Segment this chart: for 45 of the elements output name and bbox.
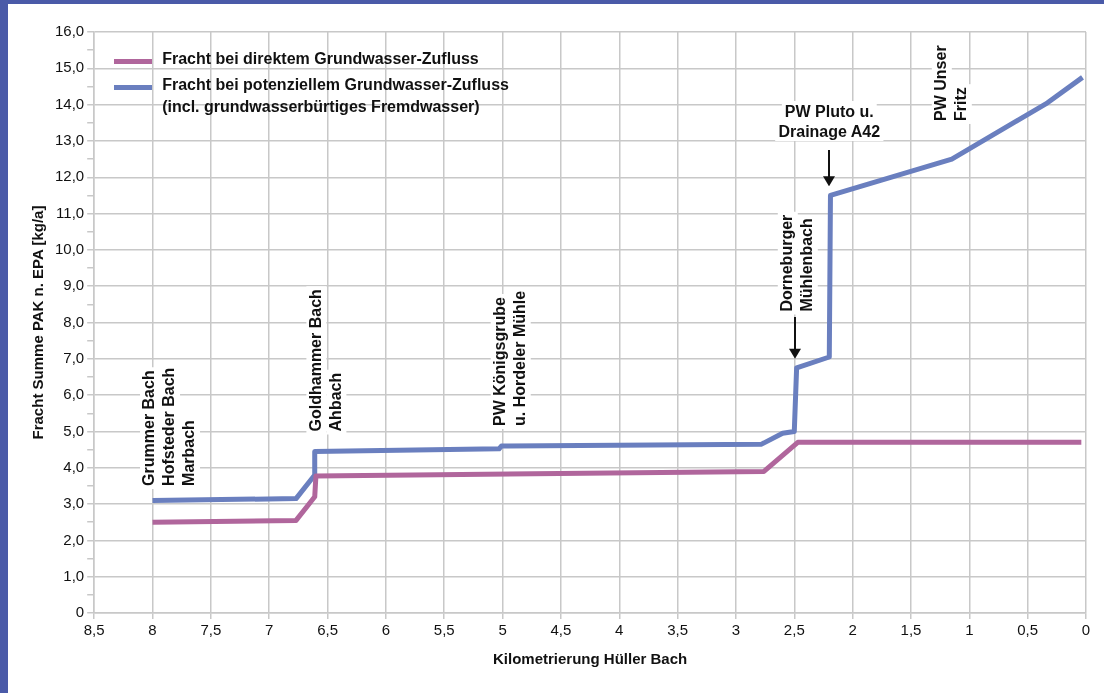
y-tick-label: 15,0 <box>54 58 85 76</box>
x-tick-label: 5,5 <box>433 621 455 639</box>
y-tick-label: 1,0 <box>63 566 85 584</box>
y-axis-title: Fracht Summe PAK n. EPA [kg/a] <box>29 205 47 440</box>
x-tick-label: 8 <box>148 621 157 639</box>
annotation: Grummer Bach Hofsteder Bach Marbach <box>140 367 198 486</box>
x-tick-label: 0,5 <box>1017 621 1039 639</box>
y-tick-label: 6,0 <box>63 385 85 403</box>
annotation: Dorneburger Mühlenbach <box>778 214 816 312</box>
annotation: Goldhammer Bach Ahbach <box>306 289 344 432</box>
y-tick-label: 16,0 <box>54 22 85 40</box>
x-tick-label: 6,5 <box>317 621 338 639</box>
y-tick-label: 13,0 <box>54 131 85 149</box>
x-tick-label: 7,5 <box>200 621 222 639</box>
annotation: PW Pluto u. Drainage A42 <box>778 103 881 141</box>
x-tick-label: 3,5 <box>667 621 689 639</box>
legend-label: Fracht bei direktem Grundwasser-Zufluss <box>162 49 479 69</box>
x-tick-label: 5 <box>498 621 507 639</box>
x-tick-label: 1 <box>965 621 974 639</box>
x-tick-label: 8,5 <box>83 621 105 639</box>
y-tick-label: 8,0 <box>63 312 85 330</box>
x-tick-label: 1,5 <box>900 621 922 639</box>
x-axis-title: Kilometrierung Hüller Bach <box>493 650 688 668</box>
x-tick-label: 6 <box>381 621 391 639</box>
x-tick-label: 7 <box>265 621 274 639</box>
y-tick-label: 0 <box>75 603 85 621</box>
y-tick-label: 7,0 <box>63 348 85 366</box>
y-tick-label: 12,0 <box>54 167 85 185</box>
y-tick-label: 2,0 <box>63 530 85 548</box>
annotation: PW Unser Fritz <box>932 45 970 121</box>
y-tick-label: 9,0 <box>63 276 85 294</box>
x-tick-label: 4 <box>615 621 624 639</box>
y-tick-label: 11,0 <box>56 203 85 221</box>
y-tick-label: 5,0 <box>63 421 85 439</box>
y-tick-label: 3,0 <box>63 494 85 512</box>
x-tick-label: 3 <box>731 621 741 639</box>
y-tick-label: 10,0 <box>54 240 85 258</box>
annotation: PW Königsgrube u. Hordeler Mühle <box>491 290 529 426</box>
y-tick-label: 4,0 <box>63 457 85 475</box>
x-tick-label: 0 <box>1081 621 1091 639</box>
legend-label: Fracht bei potenziellem Grundwasser-Zufluss (incl. grundwasserbürtiges Fremdwasser) <box>162 75 509 117</box>
x-tick-label: 4,5 <box>550 621 572 639</box>
y-tick-label: 14,0 <box>54 94 85 112</box>
x-tick-label: 2,5 <box>783 621 805 639</box>
x-tick-label: 2 <box>848 621 857 639</box>
